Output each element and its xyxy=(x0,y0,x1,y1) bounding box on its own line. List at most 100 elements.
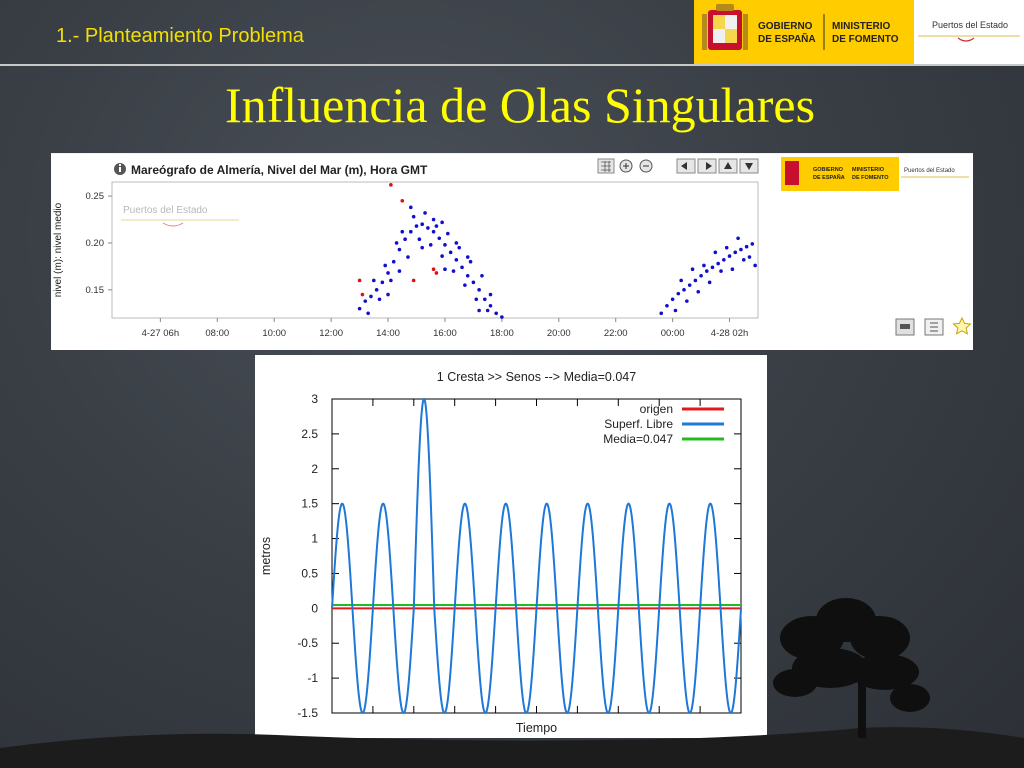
x-axis-label: Tiempo xyxy=(516,721,557,735)
data-point xyxy=(702,263,706,268)
data-point xyxy=(716,261,720,266)
x-tick-label: 20:00 xyxy=(547,328,571,339)
data-point xyxy=(443,243,447,247)
x-tick-label: 16:00 xyxy=(433,328,457,339)
data-point xyxy=(494,311,498,316)
ministerio-line-2: DE FOMENTO xyxy=(832,34,899,45)
data-point xyxy=(383,263,387,268)
data-point xyxy=(733,250,738,255)
data-point xyxy=(454,258,459,262)
government-banner: GOBIERNO DE ESPAÑA MINISTERIO DE FOMENTO xyxy=(694,0,914,64)
data-point xyxy=(406,255,410,259)
legend-label: Superf. Libre xyxy=(604,417,673,431)
info-icon[interactable] xyxy=(114,163,126,175)
x-tick-label: 4-27 06h xyxy=(142,328,180,339)
wave-chart: 1 Cresta >> Senos --> Media=0.047 Tiempo m… xyxy=(259,370,742,735)
data-point xyxy=(727,254,732,258)
data-point xyxy=(722,258,726,262)
data-point xyxy=(431,229,436,234)
series-line-superf-libre xyxy=(331,397,742,715)
chart-title: 1 Cresta >> Senos --> Media=0.047 xyxy=(437,370,636,384)
logo-ministerio-2: DE FOMENTO xyxy=(852,175,889,181)
data-point xyxy=(750,242,755,246)
data-point xyxy=(369,294,373,299)
data-point xyxy=(744,244,749,249)
y-tick-label: 3 xyxy=(311,392,318,406)
footer-icons xyxy=(895,316,972,336)
data-point xyxy=(389,183,393,187)
data-point xyxy=(423,211,427,215)
data-point xyxy=(687,283,692,287)
y-tick-label: 1 xyxy=(311,532,318,546)
y-axis-label: nivel (m): nivel medio xyxy=(53,202,64,297)
data-point xyxy=(400,198,405,203)
plot-area xyxy=(111,181,759,319)
data-point xyxy=(739,247,743,252)
wave-panel: 1 Cresta >> Senos --> Media=0.047 Tiempo m… xyxy=(255,355,767,738)
y-tick-label: 0 xyxy=(311,601,318,615)
logo-ministerio-1: MINISTERIO xyxy=(852,167,885,173)
y-tick-label: 2 xyxy=(311,462,318,476)
data-point xyxy=(409,205,413,210)
data-point xyxy=(357,306,362,311)
x-tick-label: 4-28 02h xyxy=(711,328,749,339)
x-tick-label: 10:00 xyxy=(262,328,286,339)
data-point xyxy=(753,263,757,268)
gobierno-line-1: GOBIERNO xyxy=(758,21,813,32)
data-point xyxy=(372,278,376,283)
coat-of-arms-icon xyxy=(702,4,825,50)
data-point xyxy=(366,311,370,316)
data-point xyxy=(440,254,444,258)
favorite-star-icon[interactable] xyxy=(952,316,972,335)
logo-gobierno-1: GOBIERNO xyxy=(813,167,844,173)
data-point xyxy=(471,280,476,285)
data-point xyxy=(357,278,362,283)
x-tick-label: 12:00 xyxy=(319,328,343,339)
data-point xyxy=(437,236,442,241)
chart-title: Mareógrafo de Almería, Nivel del Mar (m)… xyxy=(131,163,428,177)
data-point xyxy=(679,278,683,283)
data-point xyxy=(483,297,487,302)
data-point xyxy=(440,220,444,225)
data-point xyxy=(696,289,701,294)
data-point xyxy=(400,229,405,234)
legend-label: Media=0.047 xyxy=(603,432,673,446)
data-point xyxy=(713,250,718,255)
data-point xyxy=(380,280,385,285)
data-point xyxy=(431,267,436,272)
landscape-silhouette xyxy=(0,598,1024,768)
y-tick-label: 0.20 xyxy=(86,238,105,249)
puertos-logo-icon xyxy=(918,35,1020,42)
data-point xyxy=(360,292,365,297)
data-point xyxy=(443,267,447,272)
data-point xyxy=(485,308,490,313)
data-point xyxy=(468,259,473,264)
data-point xyxy=(386,292,390,297)
header-bar: 1.- Planteamiento Problema GOBIERNO DE E… xyxy=(0,0,1024,66)
data-point xyxy=(465,273,470,278)
x-tick-label: 08:00 xyxy=(205,328,229,339)
puertos-banner: Puertos del Estado xyxy=(914,0,1024,64)
data-point xyxy=(690,267,695,272)
data-point xyxy=(676,291,681,296)
y-tick-label: 2.5 xyxy=(301,427,318,441)
puertos-label: Puertos del Estado xyxy=(932,20,1009,30)
data-point xyxy=(719,269,723,273)
data-point xyxy=(434,271,439,275)
data-point xyxy=(446,231,450,236)
data-point xyxy=(391,259,396,264)
tide-gauge-panel: GOBIERNO DE ESPAÑA MINISTERIO DE FOMENTO… xyxy=(51,152,973,350)
data-point xyxy=(389,278,393,283)
data-point xyxy=(704,269,709,273)
data-point xyxy=(474,297,479,302)
data-point xyxy=(665,304,669,308)
data-point xyxy=(409,229,413,234)
data-point xyxy=(488,292,493,297)
data-point xyxy=(411,278,416,283)
data-point xyxy=(451,269,456,273)
coat-of-arms-small-icon xyxy=(785,161,799,185)
data-point xyxy=(730,267,735,272)
data-point xyxy=(414,224,419,228)
y-axis-label: metros xyxy=(259,537,273,575)
data-point xyxy=(426,226,430,230)
